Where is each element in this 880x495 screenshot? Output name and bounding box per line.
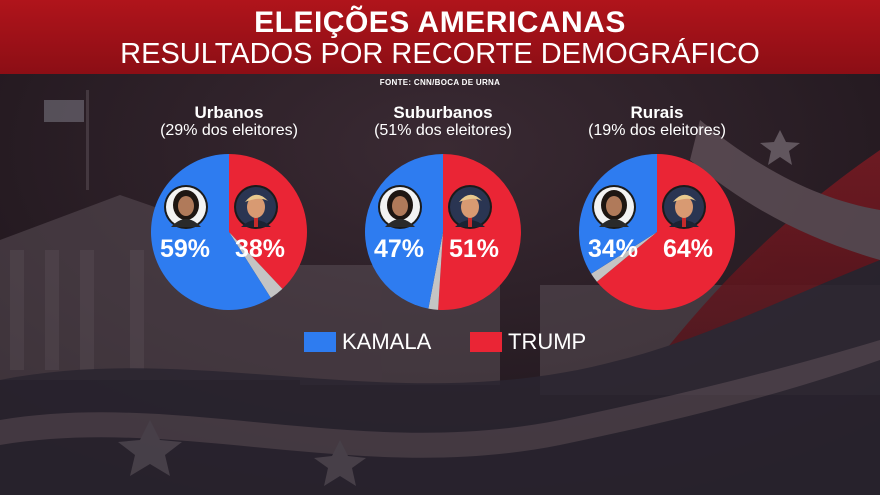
trump-portrait-icon bbox=[448, 185, 492, 229]
kamala-portrait-icon bbox=[378, 185, 422, 229]
group-name-suburbanos: Suburbanos bbox=[393, 103, 493, 122]
value-label-kamala-suburbanos: 47% bbox=[374, 235, 424, 263]
source-note: FONTE: CNN/BOCA DE URNA bbox=[379, 78, 501, 87]
value-label-trump-suburbanos: 51% bbox=[449, 235, 499, 263]
value-label-trump-urbanos: 38% bbox=[235, 235, 285, 263]
group-share-suburbanos: (51% dos eleitores) bbox=[374, 122, 512, 139]
trump-portrait-icon bbox=[234, 185, 278, 229]
slice-trump-suburbanos bbox=[438, 154, 521, 310]
header-banner: ELEIÇÕES AMERICANAS RESULTADOS POR RECOR… bbox=[0, 0, 880, 74]
group-share-urbanos: (29% dos eleitores) bbox=[160, 122, 298, 139]
slice-other-suburbanos bbox=[428, 232, 443, 310]
legend-item-trump: TRUMP bbox=[470, 329, 586, 355]
flag-waves bbox=[0, 120, 880, 495]
value-label-kamala-rurais: 34% bbox=[588, 235, 638, 263]
legend-item-kamala: KAMALA bbox=[304, 329, 431, 355]
legend-label-kamala: KAMALA bbox=[342, 329, 432, 354]
kamala-portrait-icon bbox=[592, 185, 636, 229]
legend-swatch-trump bbox=[470, 332, 502, 352]
chart-title: ELEIÇÕES AMERICANAS bbox=[254, 6, 626, 39]
slice-kamala-suburbanos bbox=[365, 154, 443, 309]
chart-subtitle: RESULTADOS POR RECORTE DEMOGRÁFICO bbox=[120, 38, 760, 70]
group-name-rurais: Rurais bbox=[630, 103, 684, 122]
value-label-kamala-urbanos: 59% bbox=[160, 235, 210, 263]
group-name-urbanos: Urbanos bbox=[194, 103, 264, 122]
legend-label-trump: TRUMP bbox=[508, 329, 587, 354]
slice-other-urbanos bbox=[229, 232, 283, 298]
slice-other-rurais bbox=[591, 232, 657, 282]
legend-swatch-kamala bbox=[304, 332, 336, 352]
kamala-portrait-icon bbox=[164, 185, 208, 229]
value-label-trump-rurais: 64% bbox=[663, 235, 713, 263]
group-share-rurais: (19% dos eleitores) bbox=[588, 122, 726, 139]
trump-portrait-icon bbox=[662, 185, 706, 229]
